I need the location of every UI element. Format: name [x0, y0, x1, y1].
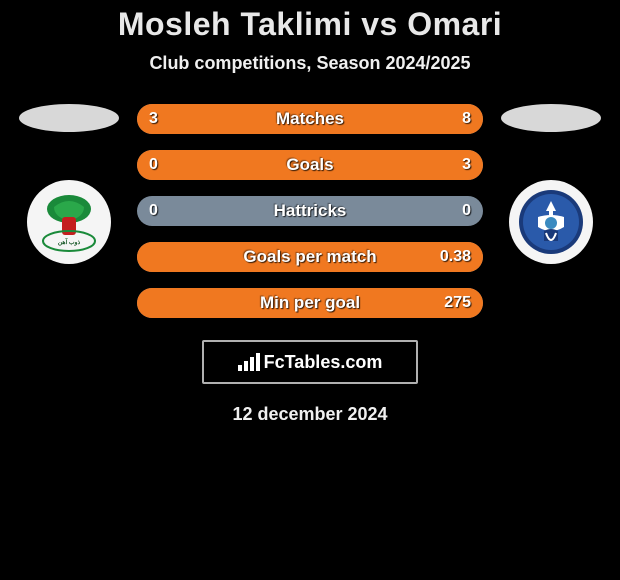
left-player-avatar [19, 104, 119, 132]
stat-bars: 38Matches 03Goals 00Hattricks 0.38Goals per… [137, 104, 483, 318]
right-club-logo-icon [516, 187, 586, 257]
bar-label: Matches [137, 104, 483, 134]
subtitle: Club competitions, Season 2024/2025 [0, 53, 620, 74]
page-title: Mosleh Taklimi vs Omari [0, 6, 620, 43]
svg-text:ذوب آهن: ذوب آهن [58, 238, 81, 246]
right-player-avatar [501, 104, 601, 132]
left-player-column: ذوب آهن [19, 104, 119, 264]
left-club-badge: ذوب آهن [27, 180, 111, 264]
right-player-column [501, 104, 601, 264]
stat-bar: 0.38Goals per match [137, 242, 483, 272]
stats-comparison-card: Mosleh Taklimi vs Omari Club competition… [0, 0, 620, 425]
stat-bar: 03Goals [137, 150, 483, 180]
bar-label: Hattricks [137, 196, 483, 226]
stat-bar: 275Min per goal [137, 288, 483, 318]
left-club-logo-icon: ذوب آهن [34, 187, 104, 257]
bar-label: Goals [137, 150, 483, 180]
branding-text: FcTables.com [264, 352, 383, 373]
comparison-main: ذوب آهن 38Matches 03Goals 00Hattricks 0.38G… [0, 104, 620, 318]
branding-box[interactable]: FcTables.com [202, 340, 418, 384]
bar-chart-icon [238, 353, 260, 371]
bar-label: Min per goal [137, 288, 483, 318]
right-club-badge [509, 180, 593, 264]
date-text: 12 december 2024 [0, 404, 620, 425]
bar-label: Goals per match [137, 242, 483, 272]
stat-bar: 00Hattricks [137, 196, 483, 226]
stat-bar: 38Matches [137, 104, 483, 134]
